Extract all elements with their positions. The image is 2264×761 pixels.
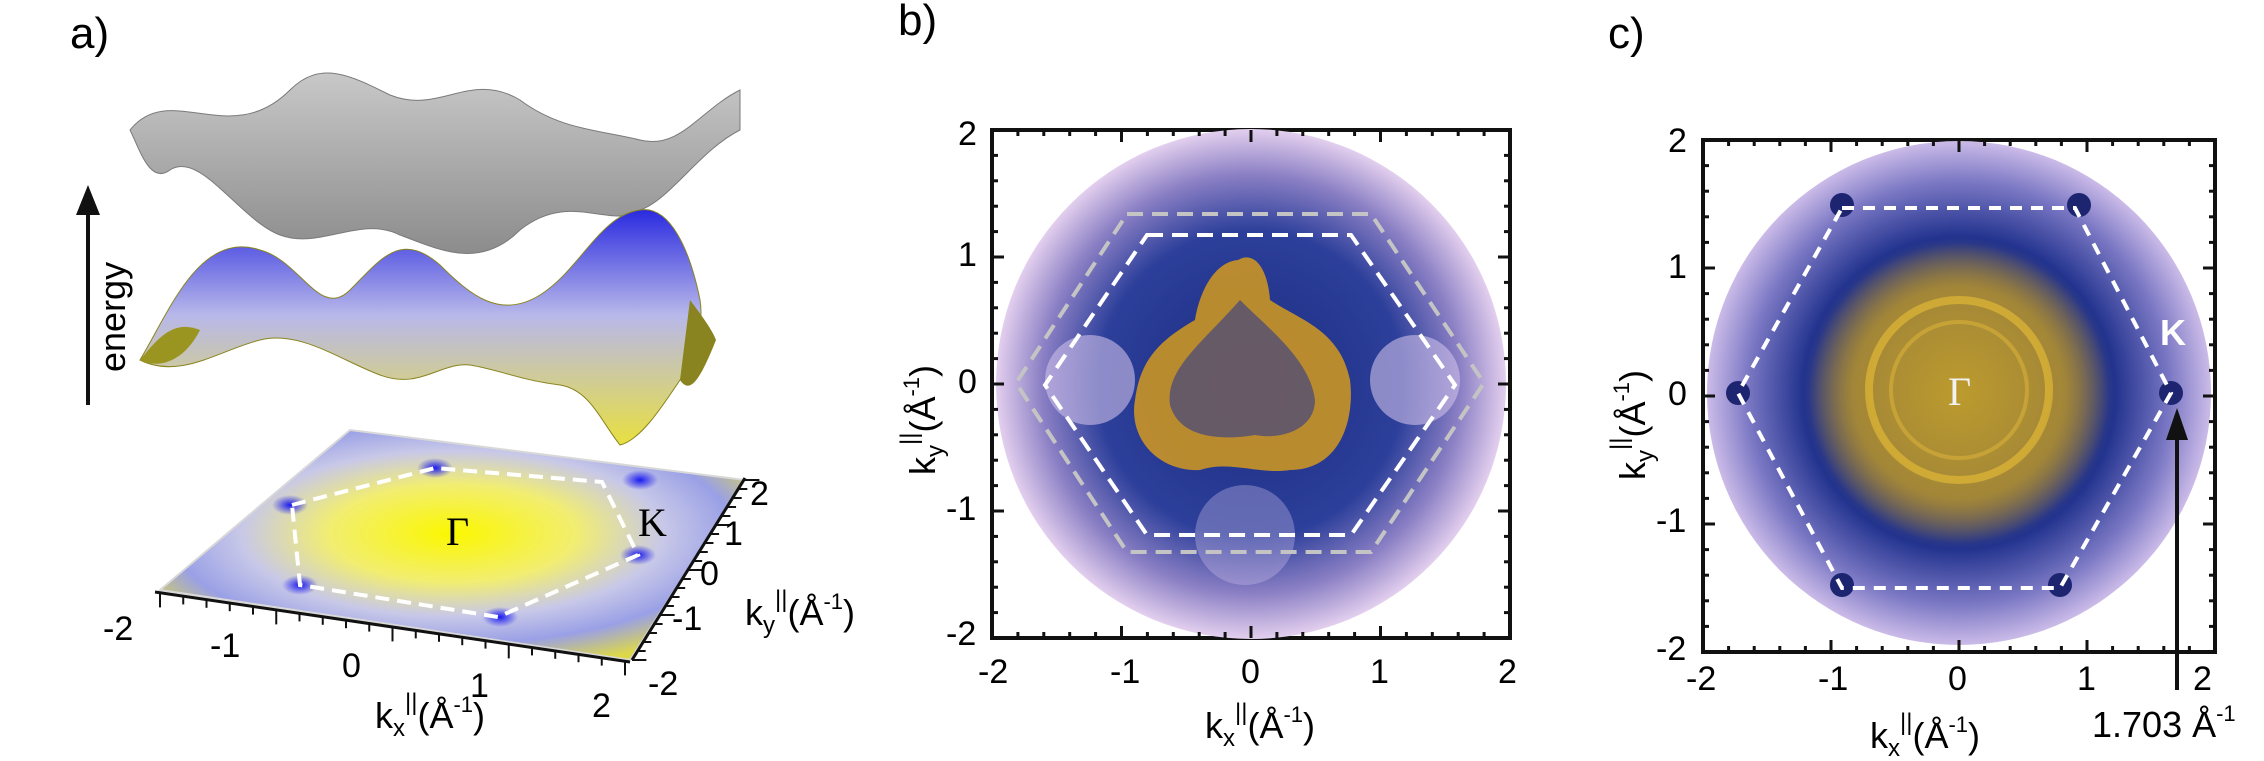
k-spot-c (1830, 193, 1854, 217)
x-tick-c: 1 (2077, 660, 2096, 698)
k-arrow-head (2166, 408, 2188, 440)
y-axis-label-c: ky||(Å-1) (1606, 370, 1659, 480)
energy-label: energy (92, 262, 133, 372)
panel-a: a) energy Γ K -2 -1 0 1 2 (70, 9, 855, 742)
panel-c-label: c) (1608, 9, 1645, 58)
fermi-ring-inner-c (1889, 320, 2029, 460)
kx-tick-marks-a (159, 593, 626, 676)
upper-band-surface (129, 72, 741, 254)
map-feature (1370, 335, 1460, 425)
k-label-a: K (638, 500, 667, 545)
y-tick-b: -1 (946, 490, 976, 528)
lower-band-surface (139, 209, 702, 446)
ky-tick-a: 0 (700, 555, 719, 593)
ky-tick-a: 2 (750, 475, 769, 513)
band-edge-shade-right (680, 300, 716, 386)
hexagon-inner-b (1042, 233, 1458, 537)
annotation-1703: 1.703 Å-1 (2092, 701, 2236, 745)
y-axis-label-b: ky||(Å-1) (896, 365, 949, 475)
y-tick-c: -2 (1656, 630, 1686, 668)
hexagon-outer-b (1013, 212, 1487, 554)
gamma-label-c: Γ (1948, 369, 1971, 414)
x-tick-c: -1 (1818, 660, 1848, 698)
y-tick-c: 2 (1668, 122, 1687, 160)
fermi-ring-c (1865, 296, 2053, 484)
ky-tick-a: -1 (672, 600, 702, 638)
kx-tick-a: -1 (210, 627, 240, 665)
y-tick-c: 0 (1668, 375, 1687, 413)
kx-tick-a: -2 (103, 610, 133, 648)
k-label-c: K (2160, 312, 2186, 353)
x-tick-b: -2 (978, 653, 1008, 691)
x-tick-c: -2 (1686, 660, 1716, 698)
map-core-c (1809, 243, 2109, 543)
x-tick-b: 1 (1370, 653, 1389, 691)
x-tick-c: 2 (2193, 660, 2212, 698)
tick-marks-b (990, 128, 1512, 640)
panel-c: c) Γ K 2 1 0 -1 -2 -2 -1 0 1 2 kx||(Å-1) (1606, 9, 2236, 761)
x-axis-label-c: kx||(Å-1) (1870, 709, 1980, 761)
k-point-spot (272, 495, 308, 515)
map-feature (1045, 335, 1135, 425)
x-tick-b: 2 (1498, 653, 1517, 691)
hexagon-outline-a (289, 465, 641, 620)
panel-b: b) 2 1 0 -1 -2 -2 -1 0 1 2 kx||(Å-1) ky|… (896, 0, 1517, 752)
kx-tick-a: 1 (470, 667, 489, 705)
ky-tick-marks-a (632, 479, 760, 661)
tick-marks-c (1701, 138, 2217, 654)
y-tick-b: 2 (958, 115, 977, 153)
x-tick-c: 0 (1948, 660, 1967, 698)
y-tick-b: -2 (946, 615, 976, 653)
y-tick-c: 1 (1668, 248, 1687, 286)
y-tick-b: 1 (958, 236, 977, 274)
hexagon-c (1735, 206, 2174, 590)
ky-tick-a: 1 (724, 515, 743, 553)
band-edge-shade (140, 326, 200, 364)
kx-tick-a: 0 (342, 647, 361, 685)
k-point-spot (417, 458, 453, 478)
k-spot-c (1726, 381, 1750, 405)
x-tick-b: -1 (1110, 653, 1140, 691)
k-spot-c (2067, 193, 2091, 217)
panel-a-label: a) (70, 9, 109, 58)
panel-b-label: b) (898, 0, 937, 45)
k-point-spot (622, 470, 658, 490)
kx-axis-label-a: kx||(Å-1) (375, 689, 485, 742)
ky-axis-label-a: ky||(Å-1) (745, 586, 855, 639)
x-tick-b: 0 (1241, 653, 1260, 691)
gamma-label-a: Γ (446, 509, 469, 554)
kx-tick-a: 2 (592, 687, 611, 725)
ky-tick-a: -2 (648, 665, 678, 703)
y-tick-c: -1 (1656, 502, 1686, 540)
fermi-surface-inner-b (1169, 300, 1315, 438)
x-axis-label-b: kx||(Å-1) (1205, 699, 1315, 752)
energy-arrow (76, 185, 100, 405)
y-tick-b: 0 (958, 363, 977, 401)
